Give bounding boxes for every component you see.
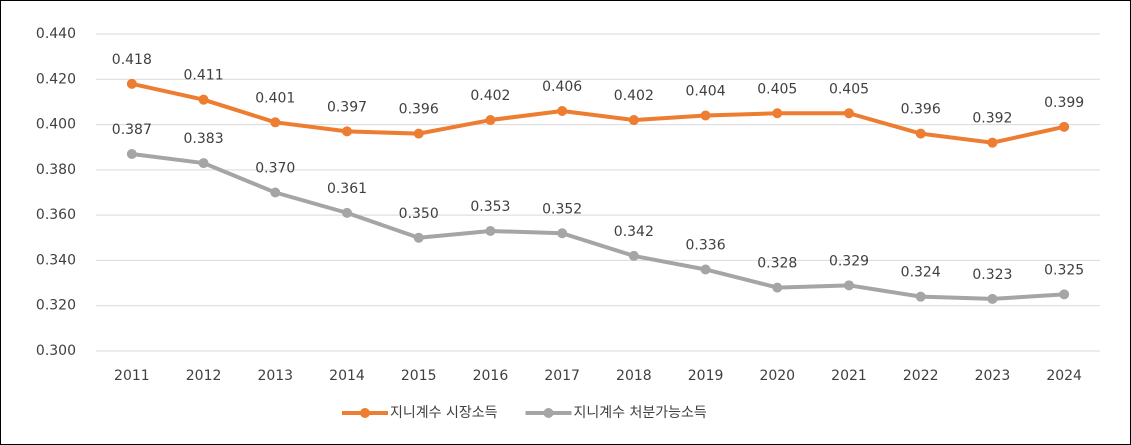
data-label: 0.325 [1044,262,1084,278]
legend-label: 지니계수 처분가능소득 [574,405,707,421]
data-label: 0.418 [112,52,152,68]
point [987,137,998,148]
data-label: 0.396 [901,102,941,118]
point [700,264,711,275]
data-label: 0.329 [829,253,869,269]
point [126,78,137,89]
point [844,108,854,119]
legend-label: 지니계수 시장소득 [390,405,498,421]
point [915,128,926,139]
legend-marker [360,408,370,418]
point [1059,121,1070,132]
point [628,250,639,261]
data-label: 0.405 [829,81,869,97]
point [126,149,137,160]
data-label: 0.405 [757,81,797,97]
point [485,225,496,236]
point [557,105,568,116]
x-tick-label: 2011 [114,368,150,384]
data-label: 0.392 [972,111,1012,127]
y-tick-label: 0.380 [36,162,76,178]
data-label: 0.399 [1044,95,1084,111]
point [485,115,496,126]
data-label: 0.387 [112,122,152,138]
data-label: 0.401 [255,90,295,106]
x-tick-label: 2021 [831,368,867,384]
point [270,117,281,128]
x-tick-label: 2016 [473,368,509,384]
x-tick-label: 2024 [1046,368,1082,384]
data-label: 0.383 [184,131,224,147]
data-label: 0.342 [614,224,654,240]
x-tick-label: 2018 [616,368,652,384]
point [915,291,926,302]
data-label: 0.402 [470,88,510,104]
x-tick-label: 2013 [257,368,293,384]
data-label: 0.328 [757,256,797,272]
x-tick-label: 2017 [544,368,580,384]
x-tick-label: 2022 [903,368,939,384]
data-label: 0.404 [686,84,726,100]
y-tick-label: 0.400 [36,117,76,133]
data-label: 0.336 [686,237,726,253]
y-tick-label: 0.340 [36,252,76,268]
point [413,128,424,139]
series-line [131,152,1065,301]
x-tick-label: 2023 [975,368,1011,384]
data-label: 0.352 [542,201,582,217]
y-tick-label: 0.440 [36,26,76,42]
point [342,207,352,218]
y-tick-label: 0.420 [36,71,76,87]
data-label: 0.324 [901,265,941,281]
data-label: 0.396 [399,102,439,118]
series-line [131,81,1065,145]
y-tick-label: 0.360 [36,207,76,223]
point [342,126,352,137]
data-label: 0.402 [614,88,654,104]
point [772,108,783,119]
point [413,232,424,243]
y-tick-label: 0.320 [36,298,76,314]
point [628,115,639,126]
point [772,282,783,293]
data-label: 0.411 [184,68,224,84]
x-tick-label: 2015 [401,368,437,384]
data-label: 0.370 [255,161,295,177]
point [1059,289,1070,300]
x-tick-label: 2019 [688,368,724,384]
point [700,110,711,121]
point [198,94,209,105]
point [270,187,281,198]
data-label: 0.361 [327,181,367,197]
data-label: 0.397 [327,99,367,115]
x-tick-label: 2014 [329,368,365,384]
y-tick-label: 0.300 [36,343,76,359]
data-label: 0.406 [542,79,582,95]
point [557,228,568,239]
data-label: 0.353 [470,199,510,215]
point [198,158,209,169]
x-tick-label: 2020 [759,368,795,384]
data-label: 0.350 [399,206,439,222]
data-label: 0.323 [972,267,1012,283]
legend-marker [543,408,554,418]
point [987,293,998,304]
x-tick-label: 2012 [186,368,222,384]
point [844,280,854,291]
